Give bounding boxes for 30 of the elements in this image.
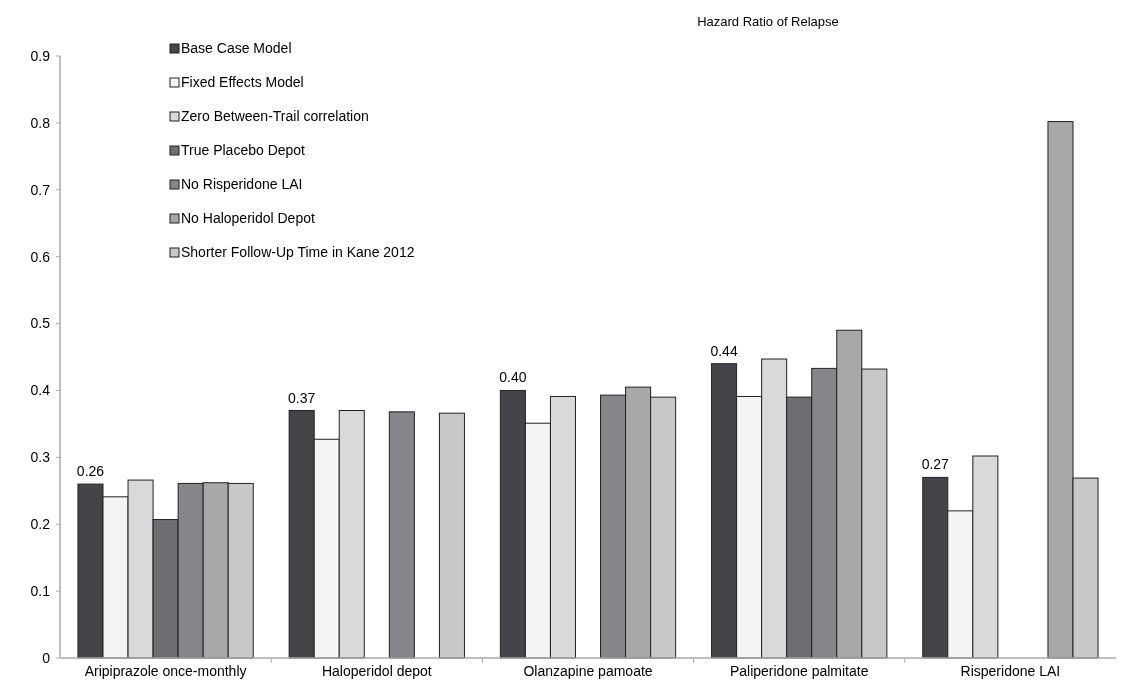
y-tick-label: 0.2 (30, 516, 51, 533)
x-tick-label: Aripiprazole once-monthly (84, 663, 247, 679)
data-label: 0.37 (288, 389, 316, 406)
y-tick-label: 0.7 (30, 181, 51, 198)
legend-label: Shorter Follow-Up Time in Kane 2012 (181, 243, 415, 260)
y-tick-label: 0.4 (30, 382, 51, 399)
data-label: 0.27 (921, 456, 950, 473)
data-label: 0.40 (499, 369, 527, 386)
bar (388, 411, 415, 659)
bar (438, 412, 465, 659)
legend-label: Fixed Effects Model (181, 73, 304, 90)
x-tick-label: Haloperidol depot (321, 663, 432, 679)
x-tick-label: Risperidone LAI (960, 663, 1061, 679)
legend-label: Base Case Model (181, 39, 292, 56)
y-tick-label: 0.6 (30, 248, 51, 265)
y-tick-label: 0.8 (30, 114, 51, 131)
x-tick-label: Olanzapine pamoate (523, 663, 653, 679)
y-tick-label: 0.5 (30, 315, 51, 332)
y-tick-label: 0.3 (30, 449, 51, 466)
legend-label: No Risperidone LAI (181, 175, 303, 192)
y-tick-label: 0.1 (30, 583, 51, 600)
chart-title: Hazard Ratio of Relapse (697, 14, 839, 29)
legend-label: No Haloperidol Depot (181, 209, 315, 226)
data-label: 0.26 (76, 463, 105, 480)
y-tick-label: 0.9 (30, 47, 51, 64)
legend-label: Zero Between-Trail correlation (181, 107, 369, 124)
x-tick-label: Paliperidone palmitate (729, 663, 869, 679)
y-tick-label: 0 (42, 649, 51, 666)
legend-label: True Placebo Depot (181, 141, 306, 158)
data-label: 0.44 (710, 342, 738, 359)
